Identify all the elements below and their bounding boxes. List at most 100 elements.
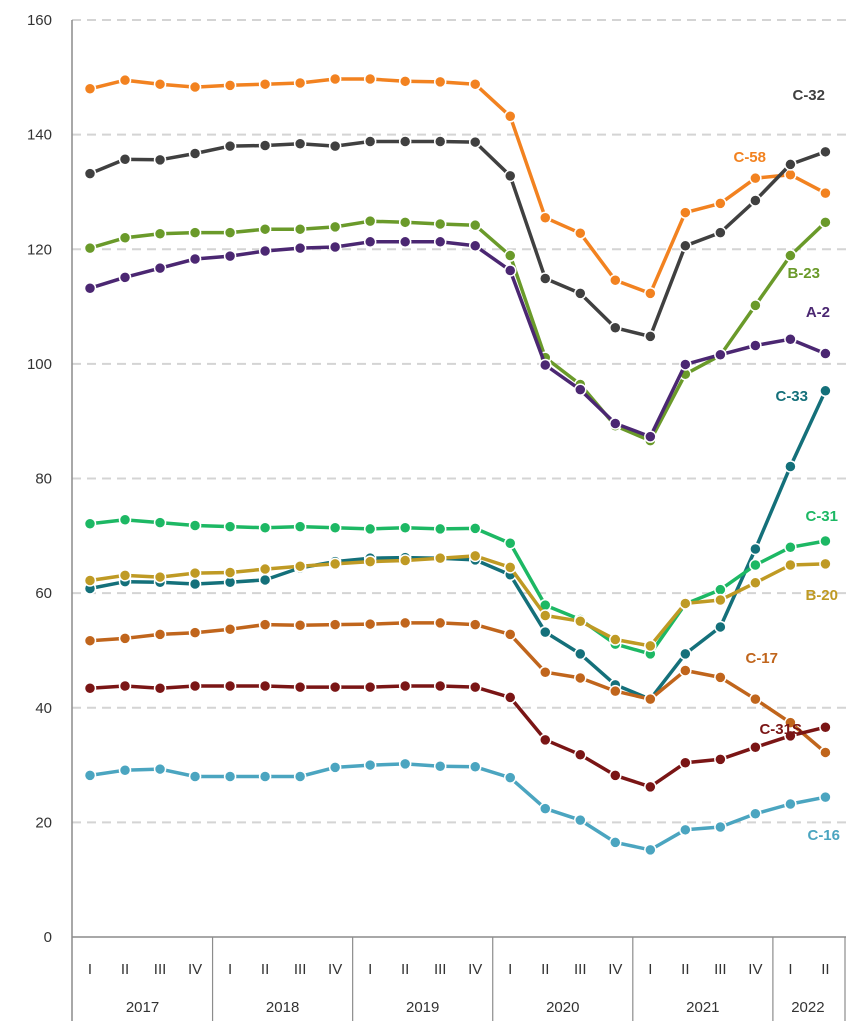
data-point <box>293 241 307 255</box>
data-point <box>749 339 762 352</box>
data-point <box>503 628 517 641</box>
data-point <box>223 679 237 693</box>
data-point <box>679 239 692 253</box>
data-point <box>749 171 762 185</box>
x-tick-label: IV <box>608 961 622 978</box>
data-point <box>188 147 202 160</box>
data-point <box>468 218 482 232</box>
x-tick-label: II <box>401 961 409 978</box>
data-point <box>644 692 657 706</box>
series-label-c-33: C-33 <box>775 388 808 405</box>
data-point <box>539 733 552 747</box>
data-point <box>188 577 202 591</box>
series-label-c-32: C-32 <box>792 87 825 104</box>
data-point <box>293 559 307 573</box>
series-lines <box>83 72 832 857</box>
data-point <box>609 321 622 335</box>
data-point <box>363 214 377 228</box>
data-point <box>293 680 307 694</box>
data-point <box>258 139 272 152</box>
x-tick-label: II <box>261 961 269 978</box>
data-point <box>749 542 762 556</box>
data-point <box>188 80 202 94</box>
data-point <box>433 551 447 565</box>
data-point <box>574 287 587 300</box>
data-point <box>503 691 517 704</box>
data-point <box>714 620 727 634</box>
data-point <box>468 522 482 535</box>
data-point <box>679 756 692 770</box>
year-label: 2022 <box>791 999 824 1016</box>
series-labels: C-58 C-32 B-23 A-2 C-33 C-31 B-20 C-17 C-31S C-16 <box>733 87 840 844</box>
data-point <box>714 348 727 361</box>
data-point <box>468 680 482 694</box>
data-point <box>714 226 727 239</box>
data-point <box>749 299 762 312</box>
x-tick-label: III <box>714 961 727 978</box>
data-point <box>433 235 447 249</box>
data-point <box>188 566 202 580</box>
data-point <box>503 169 517 183</box>
data-point <box>503 110 517 123</box>
series-label-c-58: C-58 <box>733 149 766 166</box>
series-line-c-31 <box>88 518 828 656</box>
x-tick-label: II <box>541 961 549 978</box>
data-point <box>258 679 272 693</box>
data-point <box>503 249 517 262</box>
data-point <box>293 222 307 236</box>
data-point <box>644 843 657 857</box>
data-point <box>153 516 167 529</box>
series-label-c-31s: C-31S <box>759 721 802 738</box>
y-tick-label: 0 <box>44 929 52 946</box>
data-point <box>258 562 272 576</box>
x-tick-label: IV <box>468 961 482 978</box>
data-point <box>363 72 377 86</box>
data-point <box>539 625 552 639</box>
data-point <box>83 769 97 782</box>
data-point <box>83 682 97 695</box>
y-tick-label: 160 <box>27 12 52 29</box>
data-point <box>784 158 797 171</box>
data-point <box>153 261 167 275</box>
y-tick-label: 60 <box>35 585 52 602</box>
data-point <box>609 633 622 646</box>
series-line-b-23 <box>88 219 828 443</box>
data-point <box>188 770 202 783</box>
data-point <box>574 813 587 827</box>
data-point <box>609 273 622 287</box>
data-point <box>679 597 692 610</box>
data-point <box>258 573 272 587</box>
y-tick-label: 100 <box>27 356 52 373</box>
data-point <box>644 780 657 794</box>
data-point <box>258 244 272 258</box>
x-tick-label: II <box>821 961 829 978</box>
data-point <box>398 679 412 693</box>
data-point <box>433 135 447 148</box>
data-point <box>468 618 482 631</box>
data-point <box>433 759 447 773</box>
data-point <box>398 216 412 229</box>
data-point <box>574 647 587 661</box>
series-c-33 <box>83 384 832 706</box>
data-point <box>188 519 202 532</box>
data-point <box>223 226 237 239</box>
data-point <box>293 770 307 783</box>
data-point <box>153 682 167 695</box>
data-point <box>819 534 832 548</box>
series-line-b-20 <box>88 554 828 648</box>
data-point <box>118 231 132 245</box>
series-a-2 <box>83 235 832 443</box>
series-line-c-33 <box>88 389 828 701</box>
data-point <box>714 671 727 684</box>
data-point <box>258 618 272 631</box>
data-point <box>258 222 272 236</box>
data-point <box>398 616 412 630</box>
year-label: 2021 <box>686 999 719 1016</box>
data-point <box>644 430 657 443</box>
data-point <box>819 216 832 229</box>
data-point <box>679 664 692 677</box>
series-line-a-2 <box>88 240 828 439</box>
x-tick-label: IV <box>748 961 762 978</box>
data-point <box>819 347 832 360</box>
data-point <box>328 521 342 535</box>
